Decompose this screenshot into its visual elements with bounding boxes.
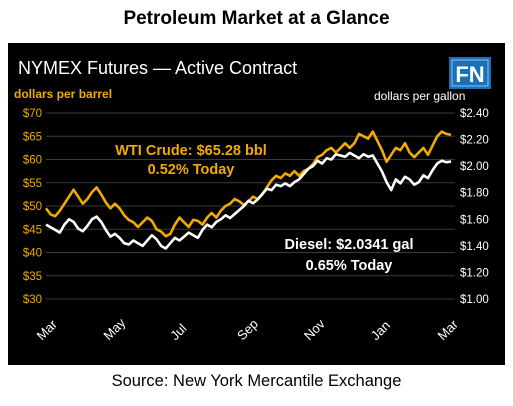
y-tick-left: $55 — [23, 178, 42, 190]
y-tick-left: $60 — [23, 155, 42, 167]
y-tick-right: $1.80 — [460, 188, 489, 200]
series-group — [44, 130, 452, 250]
y-axis-left: $30 $35 $40 $45 $50 $55 $60 $65 $70 — [23, 108, 42, 306]
y-tick-right: $1.00 — [460, 294, 489, 306]
diesel-annotation-line2: 0.65% Today — [306, 258, 393, 274]
chart-title: NYMEX Futures — Active Contract — [18, 58, 297, 78]
wti-annotation-line2: 0.52% Today — [148, 162, 235, 178]
grid — [46, 112, 455, 300]
y-tick-right: $1.40 — [460, 241, 489, 253]
y-tick-right: $2.20 — [460, 135, 489, 147]
y-tick-left: $70 — [23, 108, 42, 120]
y-tick-right: $2.00 — [460, 161, 489, 173]
fn-logo-text: FN — [455, 62, 484, 87]
ylabel-left: dollars per barrel — [14, 87, 112, 101]
y-tick-left: $35 — [23, 271, 42, 283]
fn-logo-inner — [451, 59, 489, 87]
diesel-annotation-line1: Diesel: $2.0341 gal — [285, 237, 414, 253]
y-tick-left: $50 — [23, 201, 42, 213]
fn-logo-box — [449, 57, 491, 89]
diesel-line — [45, 151, 452, 250]
wti-annotation-line1: WTI Crude: $65.28 bbl — [115, 143, 266, 159]
y-axis-right: $1.00 $1.20 $1.40 $1.60 $1.80 $2.00 $2.20 $2.40 — [460, 108, 489, 306]
y-tick-left: $45 — [23, 224, 42, 236]
chart-panel — [8, 43, 505, 365]
y-tick-left: $65 — [23, 131, 42, 143]
y-tick-right: $1.60 — [460, 214, 489, 226]
fn-logo: FN — [449, 57, 491, 89]
y-tick-left: $40 — [23, 248, 42, 260]
source-caption: Source: New York Mercantile Exchange — [111, 372, 402, 390]
y-tick-right: $1.20 — [460, 267, 489, 279]
y-tick-left: $30 — [23, 294, 42, 306]
y-tick-right: $2.40 — [460, 108, 489, 120]
ylabel-right: dollars per gallon — [374, 89, 465, 103]
page-title: Petroleum Market at a Glance — [123, 8, 390, 29]
